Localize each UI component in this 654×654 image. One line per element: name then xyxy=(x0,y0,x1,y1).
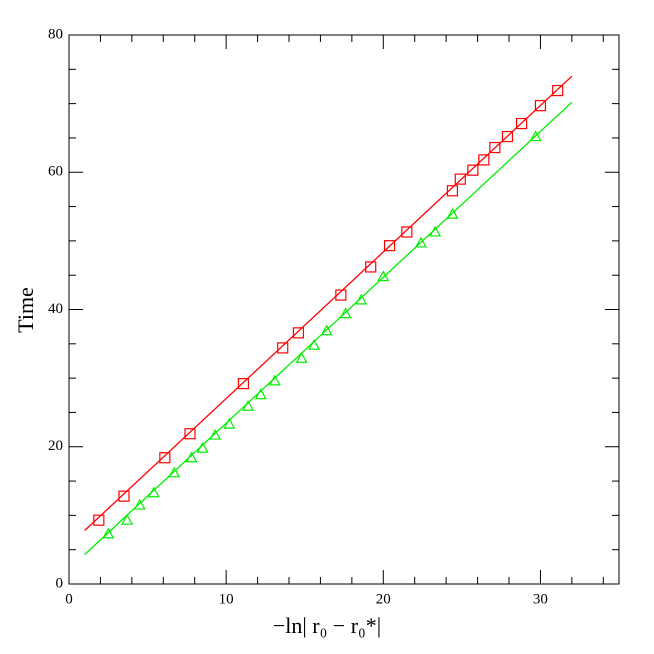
triangle-marker xyxy=(121,513,134,525)
square-marker xyxy=(454,173,466,185)
fit-line xyxy=(84,75,573,531)
fit-line xyxy=(84,101,573,555)
plot-frame xyxy=(68,34,620,585)
square-marker xyxy=(292,327,305,339)
triangle-marker xyxy=(133,498,146,510)
square-marker xyxy=(118,490,130,502)
y-tick-label: 0 xyxy=(56,575,64,591)
triangle-marker xyxy=(102,527,115,539)
triangle-marker xyxy=(209,428,222,440)
square-marker xyxy=(515,117,528,130)
square-marker xyxy=(93,514,105,526)
triangle-marker xyxy=(414,236,428,248)
square-marker xyxy=(489,141,501,154)
triangle-marker xyxy=(223,417,236,429)
triangle-marker xyxy=(147,486,160,498)
triangle-marker xyxy=(320,324,333,336)
y-tick-label: 60 xyxy=(48,164,63,180)
square-marker xyxy=(159,452,171,464)
square-marker xyxy=(552,84,564,97)
square-marker xyxy=(335,289,347,301)
x-tick-label: 30 xyxy=(533,591,548,607)
y-axis-label: Time xyxy=(13,287,38,333)
triangle-marker xyxy=(355,293,368,305)
triangle-marker xyxy=(185,451,198,463)
square-marker xyxy=(534,100,547,112)
triangle-marker xyxy=(295,351,308,363)
square-marker xyxy=(478,154,490,166)
square-marker xyxy=(501,130,514,143)
triangle-marker xyxy=(168,466,181,478)
triangle-marker xyxy=(529,130,542,142)
x-tick-label: 10 xyxy=(219,591,234,607)
y-tick-label: 80 xyxy=(48,26,63,42)
square-marker xyxy=(467,164,479,176)
square-marker xyxy=(446,185,459,197)
square-marker xyxy=(184,428,196,440)
y-tick-label: 40 xyxy=(48,301,63,317)
x-tick-label: 0 xyxy=(65,591,73,607)
square-marker xyxy=(383,240,396,252)
square-marker xyxy=(237,378,250,390)
triangle-marker xyxy=(377,270,390,282)
x-tick-label: 20 xyxy=(376,591,391,607)
y-tick-label: 20 xyxy=(48,438,63,454)
square-marker xyxy=(401,226,413,238)
x-axis-label: −ln| r₀ − r₀*| xyxy=(273,613,381,638)
triangle-marker xyxy=(446,207,459,219)
triangle-marker xyxy=(339,307,352,319)
square-marker xyxy=(277,342,289,354)
square-marker xyxy=(365,261,377,273)
